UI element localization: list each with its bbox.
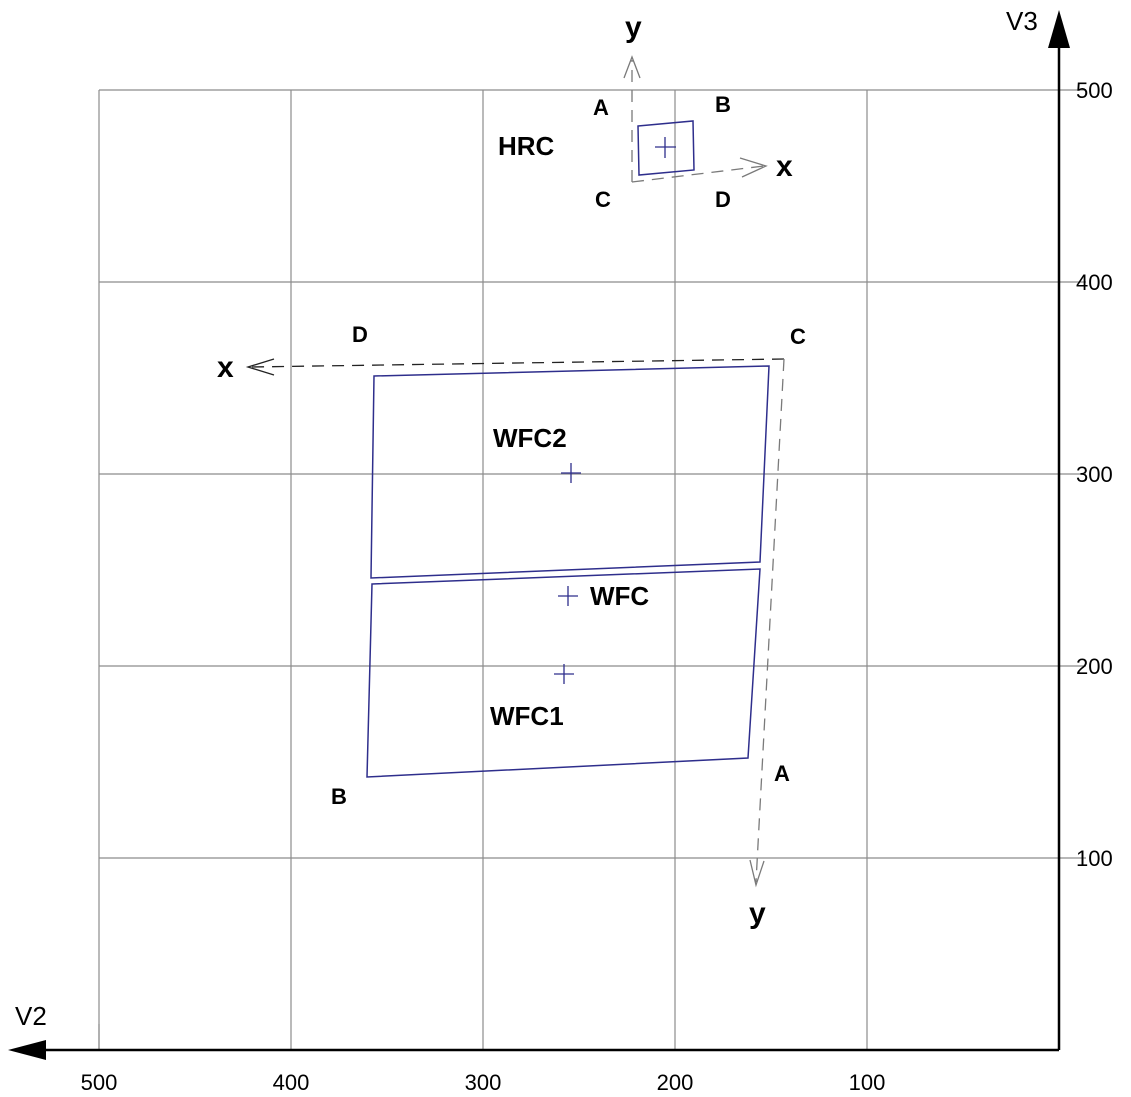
v3-axis: V3 500 400 300 200 100 xyxy=(1006,6,1113,1050)
wfc-corner-b: B xyxy=(331,784,347,809)
wfc-coordinate-axes: x y A B C D xyxy=(217,322,806,930)
hrc-x-arrowhead-icon xyxy=(739,157,768,178)
v2-tick-label: 400 xyxy=(273,1070,310,1095)
wfc1-outline xyxy=(366,568,761,778)
wfc-y-axis-line xyxy=(755,358,785,883)
hrc-x-axis-line xyxy=(631,165,765,183)
wfc-x-label: x xyxy=(217,351,234,384)
wfc-corner-d: D xyxy=(352,322,368,347)
hrc-corner-c: C xyxy=(595,187,611,212)
v2-tick-label: 300 xyxy=(465,1070,502,1095)
ticks xyxy=(98,89,1086,1050)
hrc-center-marker xyxy=(655,137,676,158)
hrc-y-arrowhead-icon xyxy=(623,55,641,79)
v3-tick-label: 400 xyxy=(1076,270,1113,295)
hrc-corner-d: D xyxy=(715,187,731,212)
wfc-label: WFC xyxy=(590,581,649,611)
wfc1-center-marker xyxy=(554,664,574,684)
v2-axis: V2 500 400 300 200 100 xyxy=(8,1001,1059,1095)
v3-tick-label: 200 xyxy=(1076,654,1113,679)
wfc-y-arrowhead-icon xyxy=(749,859,765,888)
v2-tick-label: 100 xyxy=(849,1070,886,1095)
hrc-y-label: y xyxy=(625,11,642,44)
wfc-center-marker xyxy=(558,586,578,606)
v2-arrowhead-icon xyxy=(8,1040,46,1060)
v3-arrowhead-icon xyxy=(1048,10,1070,48)
v2-tick-label: 200 xyxy=(657,1070,694,1095)
hrc-detector: HRC y x A B C D xyxy=(498,11,793,212)
v3-axis-title: V3 xyxy=(1006,6,1038,36)
v3-tick-label: 300 xyxy=(1076,462,1113,487)
wfc-corner-a: A xyxy=(774,761,790,786)
hrc-corner-a: A xyxy=(593,95,609,120)
wfc-y-label: y xyxy=(749,897,766,930)
wfc-x-axis-line xyxy=(249,358,785,368)
v3-tick-label: 500 xyxy=(1076,78,1113,103)
grid xyxy=(98,89,1059,1050)
v2-axis-title: V2 xyxy=(15,1001,47,1031)
v3-tick-label: 100 xyxy=(1076,846,1113,871)
v2-tick-label: 500 xyxy=(81,1070,118,1095)
hrc-x-label: x xyxy=(776,150,793,183)
wfc-detectors: WFC2 WFC WFC1 xyxy=(366,365,770,778)
wfc2-label: WFC2 xyxy=(493,423,567,453)
hrc-outline xyxy=(637,120,695,176)
hrc-label: HRC xyxy=(498,131,555,161)
wfc2-outline xyxy=(370,365,770,579)
hrc-corner-b: B xyxy=(715,92,731,117)
wfc2-center-marker xyxy=(561,463,581,483)
wfc1-label: WFC1 xyxy=(490,701,564,731)
wfc-x-arrowhead-icon xyxy=(245,358,275,376)
wfc-corner-c: C xyxy=(790,324,806,349)
